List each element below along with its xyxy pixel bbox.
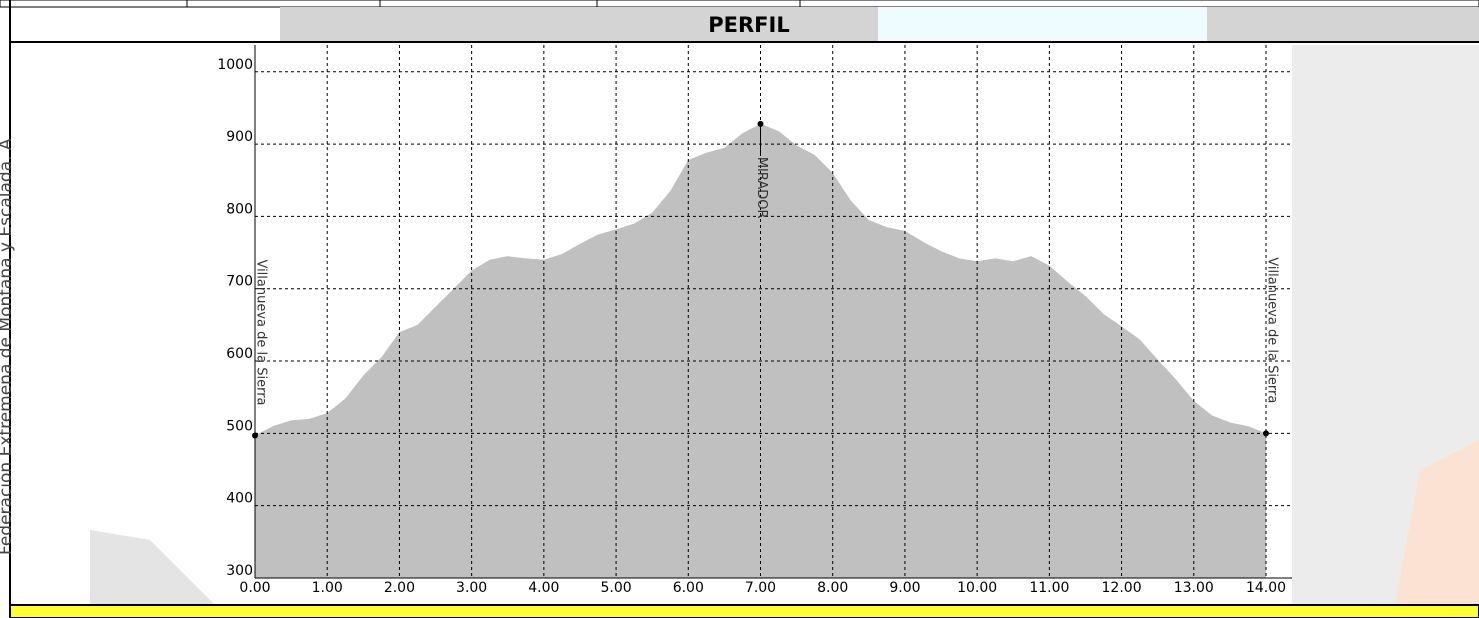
top-row <box>0 0 1479 8</box>
side-text: Federación Extremeña de Montaña y Escala… <box>0 138 16 555</box>
x-tick-label: 6.00 <box>673 580 704 596</box>
chart: 300 400 500 600 700 800 900 1000 0.00 1.00 2.00 3.0… <box>217 45 1292 596</box>
annotation-point <box>252 432 258 439</box>
y-tick-label: 900 <box>226 129 253 145</box>
x-tick-label: 5.00 <box>600 580 631 596</box>
x-tick-label: 9.00 <box>889 580 920 596</box>
header-band <box>280 7 878 42</box>
x-tick-label: 11.00 <box>1029 580 1069 596</box>
y-tick-label: 800 <box>226 201 253 217</box>
x-tick-label: 14.00 <box>1246 580 1286 596</box>
header-band <box>878 7 1207 42</box>
header-band <box>1207 7 1479 42</box>
watermark <box>90 530 215 605</box>
y-tick-label: 300 <box>226 563 253 579</box>
footer-bar <box>9 604 1479 618</box>
y-tick-label: 1000 <box>217 57 253 73</box>
x-tick-label: 12.00 <box>1102 580 1142 596</box>
x-tick-label: 1.00 <box>312 580 343 596</box>
y-tick-label: 600 <box>226 346 253 362</box>
x-tick-label: 13.00 <box>1174 580 1214 596</box>
x-tick-label: 0.00 <box>239 580 270 596</box>
x-tick-label: 4.00 <box>528 580 559 596</box>
annotation-label: Villanueva de la Sierra <box>254 259 269 405</box>
y-tick-label: 500 <box>226 418 253 434</box>
elevation-area <box>255 123 1267 578</box>
x-tick-label: 10.00 <box>957 580 997 596</box>
header: PERFIL <box>708 13 789 37</box>
x-tick-label: 3.00 <box>456 580 487 596</box>
x-tick-label: 2.00 <box>384 580 415 596</box>
y-tick-label: 400 <box>226 491 253 507</box>
annotation-label: Villanueva de la Sierra <box>1265 257 1280 403</box>
watermark <box>1395 440 1479 605</box>
annotation-point <box>1263 430 1270 437</box>
annotation-label: MIRADOR <box>754 157 769 219</box>
y-tick-label: 700 <box>226 274 253 290</box>
x-tick-label: 7.00 <box>745 580 776 596</box>
x-tick-label: 8.00 <box>817 580 848 596</box>
